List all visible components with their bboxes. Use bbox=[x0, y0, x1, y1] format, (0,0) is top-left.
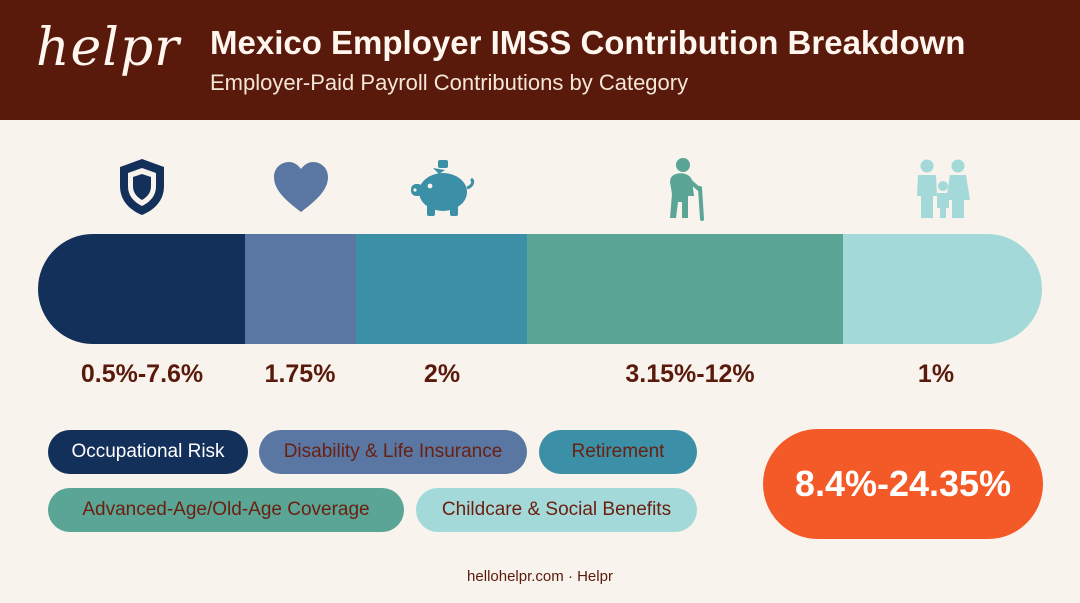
total-badge: 8.4%-24.35% bbox=[763, 429, 1043, 539]
bar-segment-advanced-age bbox=[527, 234, 843, 344]
page-subtitle: Employer-Paid Payroll Contributions by C… bbox=[210, 70, 689, 95]
bar-segment-retirement bbox=[356, 234, 527, 344]
elderly-person-icon bbox=[664, 156, 710, 222]
value-label-retirement: 2% bbox=[423, 360, 461, 388]
footer-credit: hellohelpr.com · Helpr bbox=[467, 568, 613, 585]
family-icon bbox=[912, 158, 974, 220]
legend-occupational-risk: Occupational Risk bbox=[48, 430, 248, 474]
value-label-disability-life: 1.75% bbox=[264, 360, 336, 388]
value-label-advanced-age: 3.15%-12% bbox=[625, 360, 755, 388]
legend-advanced-age: Advanced-Age/Old-Age Coverage bbox=[48, 488, 404, 532]
heart-icon bbox=[272, 160, 330, 214]
bar-segment-disability-life bbox=[245, 234, 356, 344]
piggy-bank-icon bbox=[408, 154, 476, 220]
legend-childcare: Childcare & Social Benefits bbox=[416, 488, 697, 532]
value-label-childcare: 1% bbox=[917, 360, 955, 388]
bar-segment-childcare bbox=[843, 234, 1042, 344]
shield-icon bbox=[116, 156, 168, 218]
bar-segment-occupational-risk bbox=[38, 234, 245, 344]
legend-retirement: Retirement bbox=[539, 430, 697, 474]
stacked-bar bbox=[38, 234, 1042, 344]
helpr-logo: helpr bbox=[36, 18, 181, 78]
value-label-occupational-risk: 0.5%-7.6% bbox=[80, 360, 204, 388]
header-banner: helpr Mexico Employer IMSS Contribution … bbox=[0, 0, 1080, 120]
legend-disability-life: Disability & Life Insurance bbox=[259, 430, 527, 474]
page-title: Mexico Employer IMSS Contribution Breakd… bbox=[210, 24, 966, 61]
